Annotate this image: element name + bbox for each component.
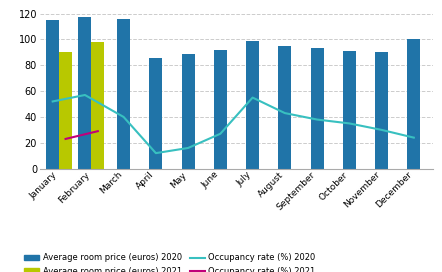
Bar [46,20,59,169]
Bar [214,50,227,169]
Bar [246,41,259,169]
Bar [117,19,130,169]
Legend: Average room price (euros) 2020, Average room price (euros) 2021, Occupancy rate: Average room price (euros) 2020, Average… [24,254,316,272]
Bar [59,52,72,169]
Bar [79,17,91,169]
Bar [311,48,324,169]
Bar [375,52,388,169]
Bar [343,51,356,169]
Bar [408,39,420,169]
Bar [91,42,104,169]
Bar [182,54,194,169]
Bar [149,58,162,169]
Bar [278,46,291,169]
